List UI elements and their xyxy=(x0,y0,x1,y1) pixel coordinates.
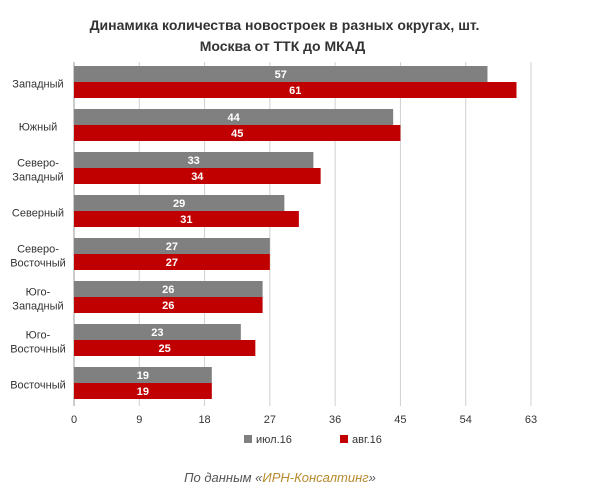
data-label: 26 xyxy=(162,284,174,296)
x-tick-label: 45 xyxy=(394,414,406,426)
chart-subtitle: Москва от ТТК до МКАД xyxy=(199,38,366,54)
bar-jul xyxy=(74,109,394,125)
source-note: По данным «ИРН-Консалтинг» xyxy=(0,470,560,485)
data-label: 27 xyxy=(166,257,178,269)
legend-label: авг.16 xyxy=(352,434,382,446)
data-label: 25 xyxy=(159,343,171,355)
category-label: Южный xyxy=(19,122,58,134)
data-label: 61 xyxy=(289,85,301,97)
data-label: 23 xyxy=(151,327,163,339)
bar-jul xyxy=(74,66,488,82)
x-tick-label: 54 xyxy=(460,414,472,426)
bar-aug xyxy=(74,254,270,270)
category-label: Восточный xyxy=(10,258,66,270)
bar-jul xyxy=(74,281,263,297)
category-label: Юго- xyxy=(26,287,51,299)
category-label: Западный xyxy=(12,301,63,313)
x-tick-label: 0 xyxy=(71,414,77,426)
bar-aug xyxy=(74,297,263,313)
source-suffix: » xyxy=(368,470,376,485)
bar-aug xyxy=(74,211,299,227)
bar-jul xyxy=(74,238,270,254)
chart-title: Динамика количества новостроек в разных … xyxy=(89,17,480,33)
category-label: Юго- xyxy=(26,330,51,342)
bar-aug xyxy=(74,168,321,184)
data-label: 34 xyxy=(191,171,204,183)
category-label: Северо- xyxy=(17,158,59,170)
bar-aug xyxy=(74,383,212,399)
source-prefix: По данным « xyxy=(184,470,263,485)
category-label: Западный xyxy=(12,79,63,91)
x-tick-label: 63 xyxy=(525,414,537,426)
category-label: Западный xyxy=(12,172,63,184)
data-label: 29 xyxy=(173,198,185,210)
category-label: Восточный xyxy=(10,380,66,392)
x-tick-label: 18 xyxy=(198,414,210,426)
bar-aug xyxy=(74,125,401,141)
data-label: 26 xyxy=(162,300,174,312)
legend-swatch xyxy=(244,435,252,443)
bar-jul xyxy=(74,324,241,340)
data-label: 45 xyxy=(231,128,243,140)
legend-swatch xyxy=(340,435,348,443)
category-label: Северный xyxy=(12,208,64,220)
data-label: 19 xyxy=(137,386,149,398)
bar-jul xyxy=(74,367,212,383)
x-tick-label: 27 xyxy=(264,414,276,426)
data-label: 27 xyxy=(166,241,178,253)
data-label: 44 xyxy=(227,112,240,124)
source-link[interactable]: ИРН-Консалтинг xyxy=(262,470,369,485)
data-label: 19 xyxy=(137,370,149,382)
data-label: 57 xyxy=(275,69,287,81)
bar-aug xyxy=(74,340,256,356)
legend-label: июл.16 xyxy=(256,434,292,446)
category-label: Восточный xyxy=(10,344,66,356)
bar-jul xyxy=(74,152,314,168)
data-label: 33 xyxy=(188,155,200,167)
x-tick-label: 9 xyxy=(136,414,142,426)
data-label: 31 xyxy=(180,214,192,226)
category-label: Северо- xyxy=(17,244,59,256)
x-tick-label: 36 xyxy=(329,414,341,426)
bar-jul xyxy=(74,195,285,211)
bar-aug xyxy=(74,82,517,98)
